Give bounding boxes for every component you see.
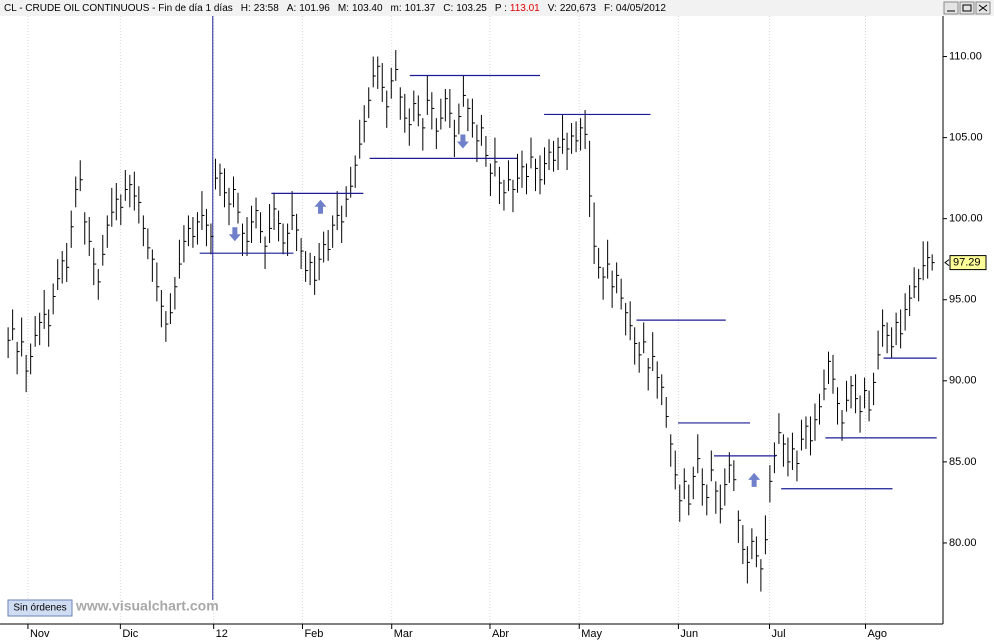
orders-button[interactable] — [7, 599, 73, 617]
y-tick-label: 105.00 — [949, 132, 983, 144]
y-tick-label: 110.00 — [949, 50, 982, 62]
header-field-label: A: — [287, 3, 296, 14]
header-field-value: 103.25 — [456, 3, 487, 14]
restore-icon — [962, 4, 972, 12]
header-field-label: M: — [338, 3, 349, 14]
y-tick-label: 100.00 — [949, 213, 983, 225]
header-field-label: V: — [548, 3, 557, 14]
watermark: www.visualchart.com — [75, 598, 219, 614]
header-field-value: 103.40 — [352, 3, 383, 14]
close-icon — [978, 4, 988, 12]
header-symbol: CL - CRUDE OIL CONTINUOUS - Fin de día 1… — [4, 3, 233, 14]
header-text: CL - CRUDE OIL CONTINUOUS - Fin de día 1… — [4, 3, 666, 14]
last-price-label: 97.29 — [953, 257, 981, 269]
x-tick-label: Nov — [30, 628, 50, 640]
restore-button[interactable] — [959, 1, 975, 15]
x-tick-label: Mar — [394, 628, 413, 640]
orders-button-label[interactable]: Sin órdenes — [13, 603, 66, 614]
minimize-button[interactable] — [943, 1, 959, 15]
header-field-label: P : — [495, 3, 507, 14]
header-field-value: 101.96 — [299, 3, 330, 14]
last-price-marker — [944, 259, 950, 267]
header-field-value: 04/05/2012 — [616, 3, 666, 14]
signal-arrow — [748, 472, 761, 487]
y-tick-label: 80.00 — [949, 537, 977, 549]
header-field-label: C: — [443, 3, 453, 14]
x-tick-label: Ago — [867, 628, 887, 640]
signal-arrow — [314, 199, 327, 214]
header-field-value: 101.37 — [405, 3, 436, 14]
x-tick-label: Jul — [771, 628, 785, 640]
x-tick-label: Feb — [304, 628, 323, 640]
header-field-value: 113.01 — [510, 3, 540, 14]
y-tick-label: 90.00 — [949, 375, 977, 387]
signal-arrow — [456, 134, 469, 149]
header-field-value: 23:58 — [254, 3, 279, 14]
x-tick-label: 12 — [216, 628, 228, 640]
header-field-label: m: — [391, 3, 402, 14]
header-bar — [0, 0, 994, 16]
x-tick-label: Abr — [492, 628, 509, 640]
header-field-label: H: — [241, 3, 251, 14]
signal-arrow — [228, 227, 241, 242]
header-field-value: 220,673 — [560, 3, 597, 14]
x-tick-label: Jun — [680, 628, 698, 640]
x-tick-label: Dic — [122, 628, 138, 640]
y-tick-label: 85.00 — [949, 456, 977, 468]
x-tick-label: May — [581, 628, 602, 640]
window-buttons[interactable] — [943, 1, 991, 15]
header-field-label: F: — [604, 3, 613, 14]
last-price-box — [949, 255, 987, 271]
y-tick-label: 95.00 — [949, 294, 977, 306]
